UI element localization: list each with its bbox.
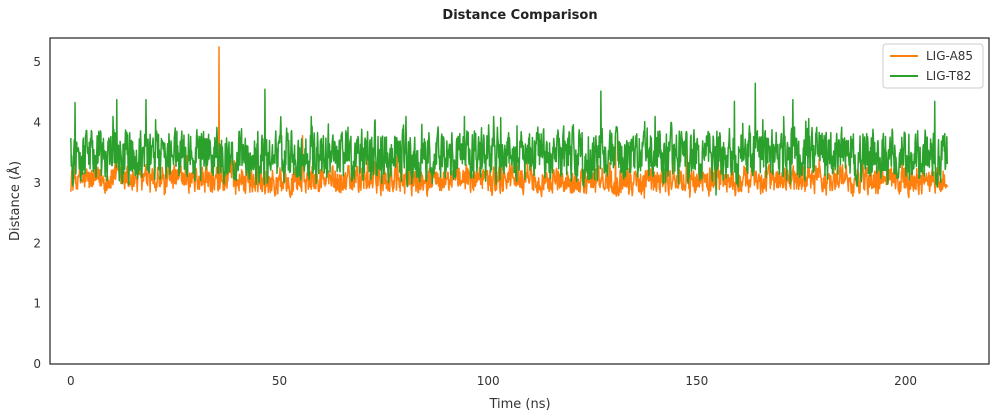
y-tick-label: 4 [33,116,41,130]
series-line-lig-t82 [70,82,949,196]
y-tick-label: 0 [33,357,41,371]
series-line-lig-a85 [70,46,949,199]
plot-lines [70,46,949,199]
chart-title: Distance Comparison [442,8,597,23]
legend-label-lig-t82: LIG-T82 [926,69,971,83]
y-tick-label: 1 [33,297,41,311]
x-tick-label: 150 [685,374,708,388]
x-tick-label: 100 [477,374,500,388]
y-axis-ticks: 0 1 2 3 4 5 [33,55,41,371]
x-axis-ticks: 0 50 100 150 200 [67,374,917,388]
y-axis-label: Distance (Å) [7,161,23,241]
plot-frame [49,37,990,365]
y-tick-label: 5 [33,55,41,69]
y-tick-label: 2 [33,236,41,250]
legend-label-lig-a85: LIG-A85 [926,49,973,63]
x-tick-label: 200 [894,374,917,388]
y-tick-label: 3 [33,176,41,190]
x-tick-label: 0 [67,374,75,388]
x-tick-label: 50 [272,374,287,388]
x-axis-label: Time (ns) [488,397,550,412]
legend: LIG-A85 LIG-T82 [882,43,984,89]
